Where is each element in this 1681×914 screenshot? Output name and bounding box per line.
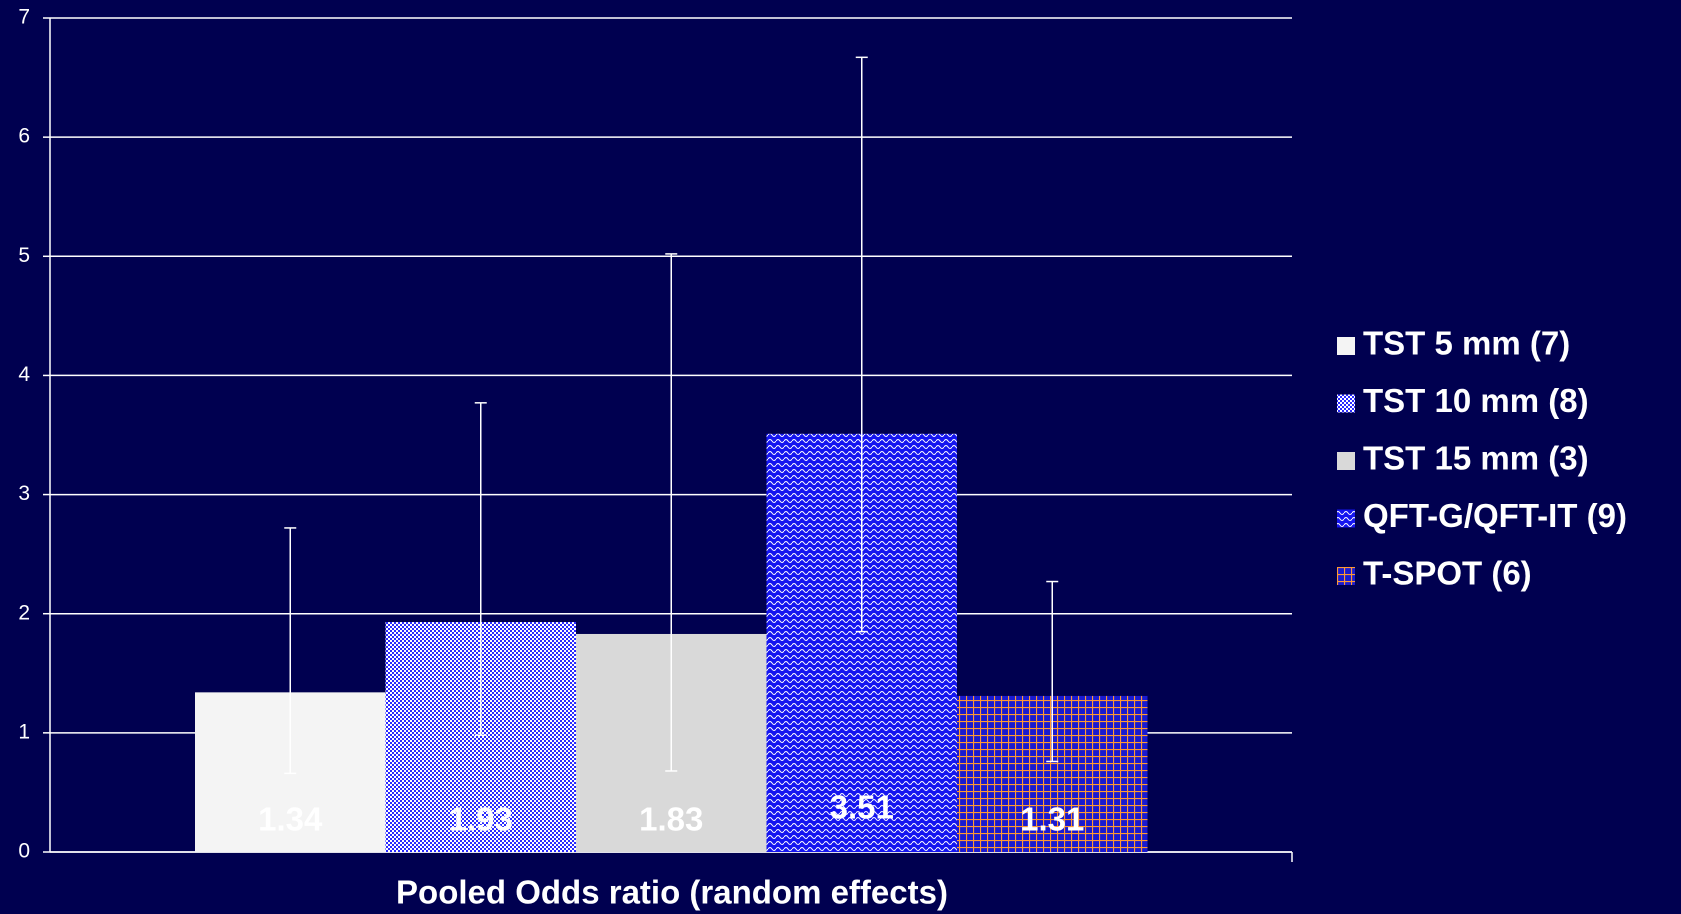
y-tick-label: 6 — [18, 125, 30, 148]
legend-label: QFT-G/QFT-IT (9) — [1363, 497, 1627, 534]
legend-label: TST 15 mm (3) — [1363, 440, 1589, 477]
y-tick-label: 4 — [18, 363, 30, 386]
legend-label: TST 5 mm (7) — [1363, 325, 1570, 362]
data-label: 1.34 — [258, 801, 323, 838]
legend-swatch — [1337, 509, 1355, 528]
legend-label: T-SPOT (6) — [1363, 555, 1532, 592]
legend-swatch — [1337, 567, 1355, 585]
y-tick-label: 1 — [18, 720, 30, 743]
data-label: 1.31 — [1020, 801, 1084, 838]
y-tick-label: 5 — [18, 244, 30, 267]
legend-label: TST 10 mm (8) — [1363, 382, 1589, 419]
data-label: 3.51 — [830, 789, 894, 826]
legend-swatch — [1337, 394, 1355, 413]
data-label: 1.93 — [449, 801, 513, 838]
y-tick-label: 3 — [18, 482, 30, 505]
y-tick-label: 0 — [18, 840, 30, 863]
y-tick-label: 2 — [18, 601, 30, 624]
x-axis-label: Pooled Odds ratio (random effects) — [396, 874, 948, 911]
y-tick-label: 7 — [18, 6, 30, 29]
legend-swatch — [1337, 452, 1355, 470]
legend-swatch — [1337, 337, 1355, 355]
data-label: 1.83 — [639, 801, 703, 838]
